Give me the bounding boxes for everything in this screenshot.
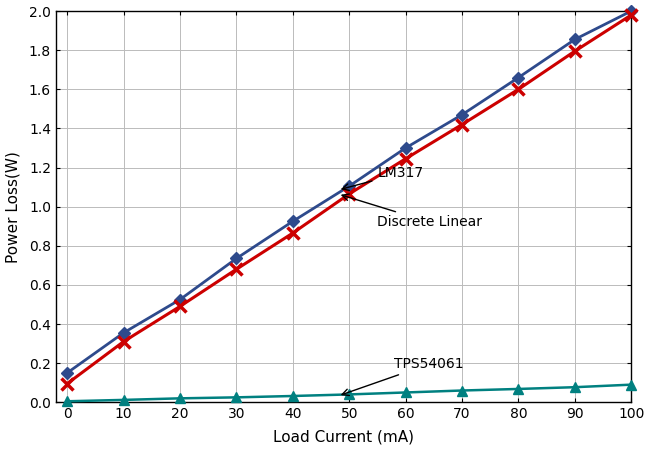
Text: LM317: LM317 xyxy=(342,166,424,190)
Text: TPS54061: TPS54061 xyxy=(342,357,464,396)
Text: Discrete Linear: Discrete Linear xyxy=(342,194,482,230)
Y-axis label: Power Loss(W): Power Loss(W) xyxy=(6,151,21,263)
X-axis label: Load Current (mA): Load Current (mA) xyxy=(273,429,414,445)
